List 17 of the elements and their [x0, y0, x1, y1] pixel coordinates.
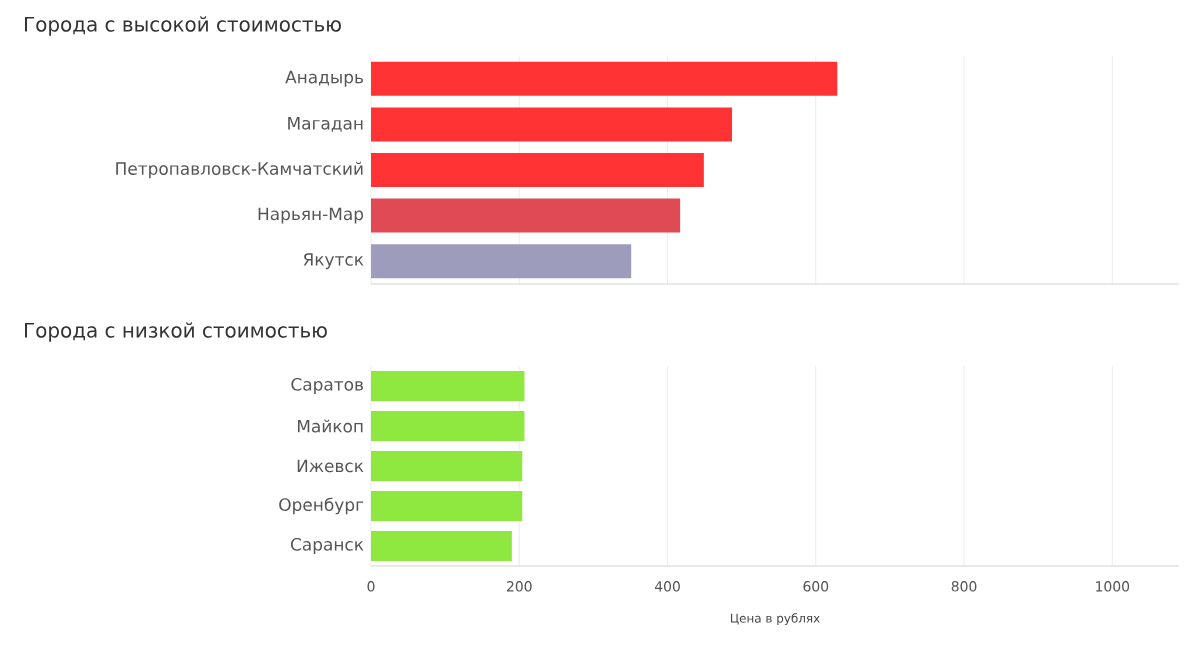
- bar: [371, 244, 632, 279]
- y-tick-label: Анадырь: [285, 70, 363, 87]
- bar: [371, 61, 838, 96]
- y-tick-label: Саратов: [291, 377, 363, 395]
- y-tick-label: Нарьян-Мар: [258, 207, 364, 224]
- y-tick-label: Магадан: [288, 117, 363, 132]
- y-tick-label: Якутск: [303, 253, 364, 270]
- bar: [371, 198, 681, 233]
- text: Города с высокой стоимостью: [25, 16, 341, 36]
- text: Города с низкой стоимостью: [25, 322, 327, 342]
- y-tick-label: Оренбург: [279, 497, 364, 515]
- bar: [371, 153, 704, 187]
- y-tick-label: Петропавловск-Камчатский: [116, 161, 363, 179]
- y-tick-label: Ижевск: [297, 459, 364, 473]
- y-tick-label: Саранск: [290, 537, 364, 555]
- y-tick-label: Майкоп: [297, 419, 363, 433]
- bar: [371, 107, 733, 142]
